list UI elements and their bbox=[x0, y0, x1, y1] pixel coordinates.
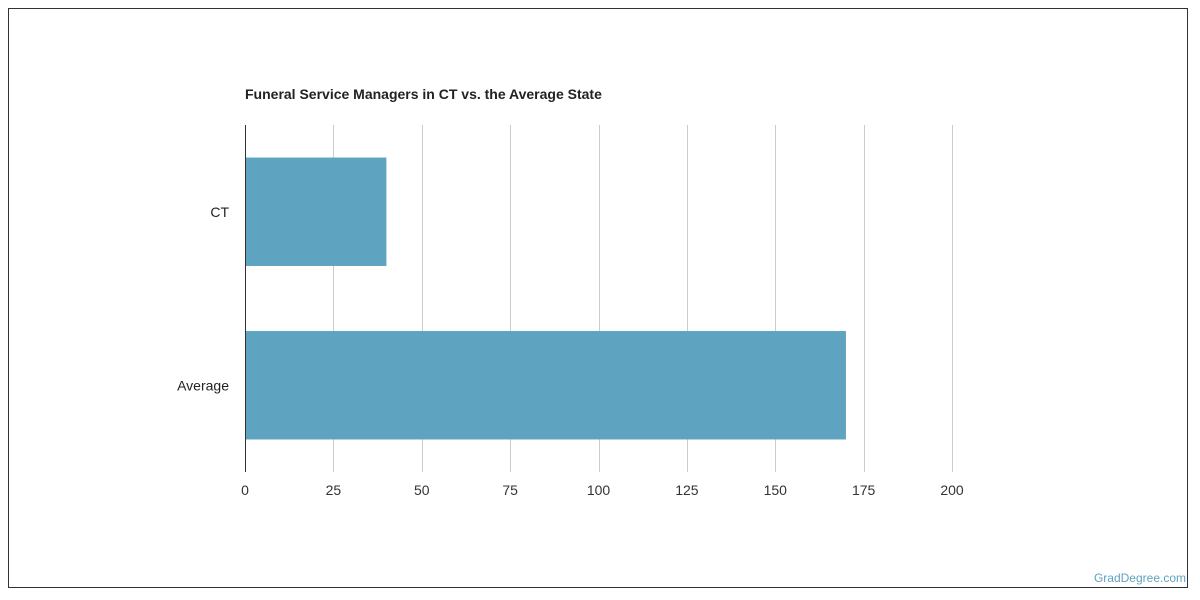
x-tick-label: 150 bbox=[764, 482, 788, 498]
bar-ct[interactable] bbox=[245, 157, 387, 266]
x-tick-label: 50 bbox=[414, 482, 430, 498]
x-tick-label: 0 bbox=[241, 482, 249, 498]
category-label-average: Average bbox=[177, 377, 229, 393]
bar-average[interactable] bbox=[245, 331, 846, 440]
x-tick-label: 100 bbox=[587, 482, 611, 498]
x-tick-labels: 0 25 50 75 100 125 150 175 200 bbox=[241, 482, 964, 498]
chart-frame bbox=[8, 8, 1188, 588]
x-tick-label: 125 bbox=[675, 482, 699, 498]
x-tick-label: 25 bbox=[326, 482, 342, 498]
x-tick-label: 175 bbox=[852, 482, 876, 498]
x-tick-label: 75 bbox=[502, 482, 518, 498]
watermark[interactable]: GradDegree.com bbox=[1093, 571, 1186, 585]
category-labels: CT Average bbox=[177, 204, 229, 394]
x-tick-label: 200 bbox=[940, 482, 964, 498]
bars bbox=[245, 157, 846, 440]
chart-title: Funeral Service Managers in CT vs. the A… bbox=[245, 86, 602, 102]
category-label-ct: CT bbox=[210, 204, 229, 220]
